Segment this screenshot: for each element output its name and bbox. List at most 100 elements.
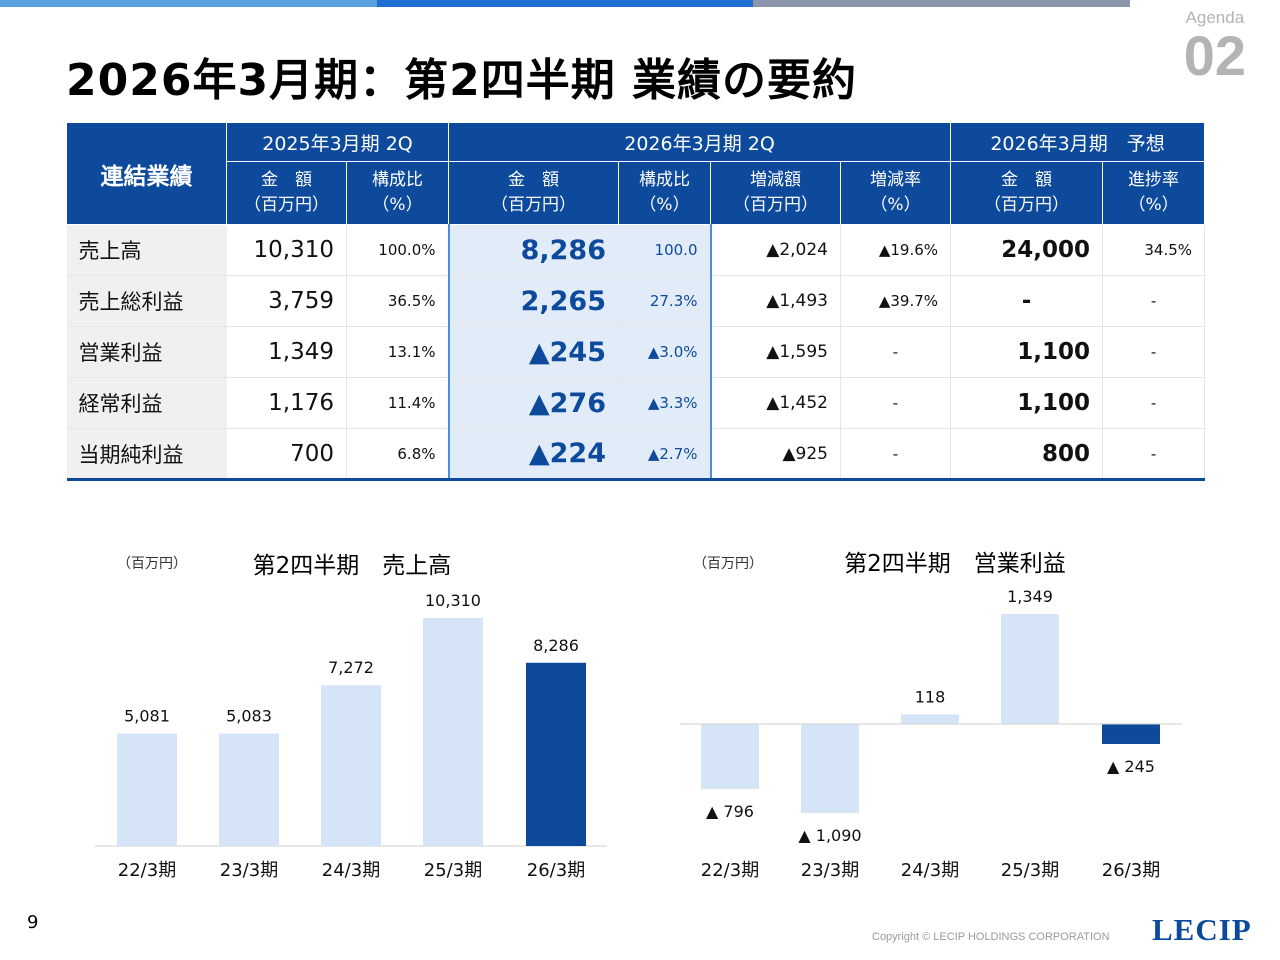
subheader-line: （百万円） [491, 195, 576, 215]
results-table: 連結業績 2025年3月期 2Q 2026年3月期 2Q 2026年3月期 予想… [66, 122, 1206, 481]
prev-ratio: 100.0% [346, 224, 449, 276]
prev-amount: 1,349 [226, 326, 347, 378]
subheader-4: 増減額 （百万円） [710, 161, 841, 225]
chart1-x-tick: 22/3期 [118, 860, 176, 881]
chart2-x-tick: 23/3期 [801, 860, 859, 881]
progress-rate: - [1102, 275, 1206, 327]
subheader-6: 金 額 （百万円） [950, 161, 1104, 225]
chart2-x-tick: 24/3期 [901, 860, 959, 881]
table-body: 売上高 10,310 100.0% 8,286 100.0 ▲2,024 ▲19.6% 24,… [66, 224, 1206, 481]
chart2-x-tick: 25/3期 [1001, 860, 1059, 881]
chart1-unit: （百万円） [117, 556, 187, 572]
group-header-prev: 2025年3月期 2Q [226, 122, 449, 162]
subheader-line: （百万円） [984, 195, 1070, 215]
prev-amount: 3,759 [226, 275, 347, 327]
agenda-label: Agenda [1185, 8, 1245, 27]
prev-amount: 10,310 [226, 224, 347, 276]
copyright-text: Copyright © LECIP HOLDINGS CORPORATION [872, 931, 1110, 943]
prev-amount: 1,176 [226, 377, 347, 429]
current-ratio: 27.3% [618, 275, 712, 327]
change-amount: ▲1,595 [710, 326, 841, 378]
table-row: 売上高 10,310 100.0% 8,286 100.0 ▲2,024 ▲19.6% 24,… [66, 224, 1206, 276]
page-number: 9 [27, 912, 39, 933]
top-color-bar [0, 0, 1131, 7]
change-amount: ▲925 [710, 428, 841, 481]
current-amount: 8,286 [447, 224, 619, 276]
chart2-data-label: ▲ 796 [706, 802, 754, 821]
progress-rate: - [1102, 377, 1206, 429]
table-row: 売上総利益 3,759 36.5% 2,265 27.3% ▲1,493 ▲39.7% - - [66, 275, 1206, 327]
change-amount: ▲1,452 [710, 377, 841, 429]
chart1-x-tick: 23/3期 [220, 860, 278, 881]
chart1-bar [117, 733, 177, 846]
progress-rate: - [1102, 326, 1206, 378]
subheader-line: 金 額 [261, 170, 312, 190]
subheader-0: 金 額 （百万円） [226, 161, 347, 225]
subheader-3: 構成比 （%） [618, 161, 711, 225]
subheader-row: 金 額 （百万円） 構成比 （%） 金 額 （百万円） 構成比 （%） 増減額 （百万円） 増減率 （… [67, 161, 1206, 225]
chart1-bar [219, 733, 279, 846]
subheader-line: 金 額 [1001, 170, 1053, 190]
top-bar-segment-3 [753, 0, 1131, 7]
forecast-amount: - [950, 275, 1104, 327]
subheader-line: （%） [372, 195, 423, 215]
row-label: 当期純利益 [66, 428, 227, 481]
prev-ratio: 13.1% [346, 326, 449, 378]
chart2-x-tick: 26/3期 [1102, 860, 1160, 881]
table-corner-header: 連結業績 [66, 122, 227, 225]
table-row: 営業利益 1,349 13.1% ▲245 ▲3.0% ▲1,595-1,100- [66, 326, 1206, 378]
change-rate: - [840, 326, 952, 378]
group-header-current: 2026年3月期 2Q [447, 122, 952, 162]
chart2-data-label: ▲ 1,090 [798, 826, 861, 845]
current-amount: ▲224 [447, 428, 619, 481]
subheader-line: 増減率 [870, 170, 922, 190]
current-ratio: ▲3.0% [618, 326, 712, 378]
page-title: 2026年3月期：第2四半期 業績の要約 [66, 55, 858, 106]
change-rate: - [840, 428, 952, 481]
top-bar-segment-1 [0, 0, 377, 7]
chart1-data-label: 5,083 [226, 707, 272, 726]
change-rate: - [840, 377, 952, 429]
table-row: 経常利益 1,176 11.4% ▲276 ▲3.3% ▲1,452-1,100- [66, 377, 1206, 429]
chart2-bar [701, 724, 759, 789]
chart1-x-tick: 25/3期 [424, 860, 482, 881]
chart1-data-label: 8,286 [533, 636, 579, 655]
row-label: 売上高 [66, 224, 227, 276]
row-label: 経常利益 [66, 377, 227, 429]
chart1-bar [423, 618, 483, 846]
subheader-line: 増減額 [750, 170, 801, 190]
chart1-bar [526, 662, 586, 846]
subheader-5: 増減率 （%） [839, 161, 952, 225]
chart1-x-tick: 24/3期 [322, 860, 380, 881]
subheader-line: 金 額 [508, 170, 559, 190]
chart2-title: 第2四半期 営業利益 [844, 551, 1066, 577]
subheader-2: 金 額 （百万円） [448, 161, 619, 225]
subheader-line: （%） [870, 195, 921, 215]
change-rate: ▲19.6% [840, 224, 952, 276]
chart2-data-label: ▲ 245 [1107, 757, 1155, 776]
chart2-bar [1001, 614, 1059, 724]
prev-ratio: 6.8% [346, 428, 449, 481]
prev-ratio: 36.5% [346, 275, 449, 327]
chart2-data-label: 1,349 [1007, 587, 1053, 606]
chart2-bar [1102, 724, 1160, 744]
change-amount: ▲1,493 [710, 275, 841, 327]
current-ratio: ▲3.3% [618, 377, 712, 429]
charts-area: （百万円） 第2四半期 売上高 5,081 22/3期 5,083 23/3期 7,272 2… [95, 551, 1182, 881]
chart1-title: 第2四半期 売上高 [253, 553, 452, 579]
subheader-7: 進捗率 （%） [1102, 161, 1206, 225]
chart2-bar [801, 724, 859, 813]
prev-amount: 700 [226, 428, 347, 481]
current-ratio: ▲2.7% [618, 428, 712, 481]
subheader-line: 進捗率 [1128, 170, 1180, 190]
subheader-line: 構成比 [639, 170, 690, 190]
chart1-x-tick: 26/3期 [527, 860, 585, 881]
current-amount: ▲276 [447, 377, 619, 429]
progress-rate: 34.5% [1102, 224, 1206, 276]
chart1-bar [321, 685, 381, 846]
chart2-bar [901, 714, 959, 724]
chart2-x-tick: 22/3期 [701, 860, 759, 881]
chart1-data-label: 5,081 [124, 707, 170, 726]
subheader-line: （%） [1128, 195, 1179, 215]
forecast-amount: 800 [950, 428, 1104, 481]
